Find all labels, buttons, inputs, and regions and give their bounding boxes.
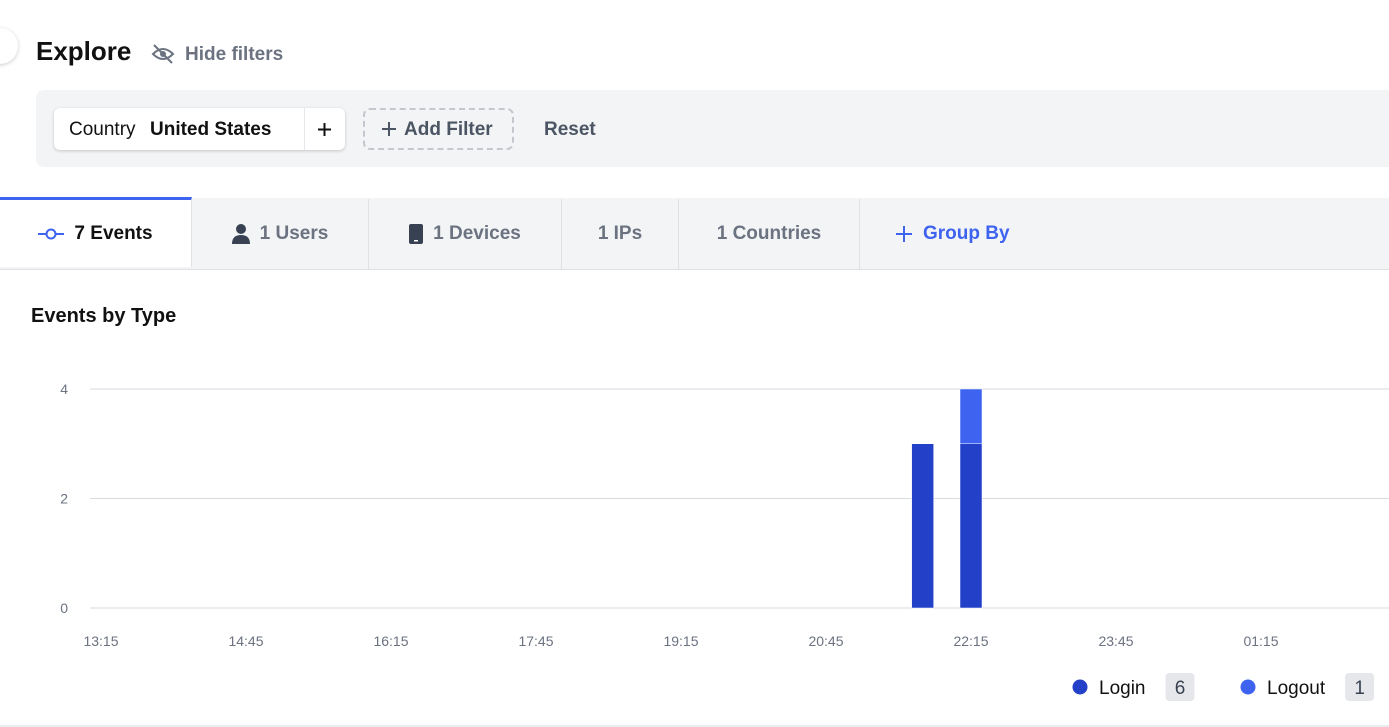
legend-badge	[1345, 673, 1375, 701]
x-tick-label: 16:15	[373, 633, 408, 649]
filter-chip[interactable]	[54, 108, 345, 150]
tab-label: 1 IPs	[597, 223, 643, 244]
tab-icon	[409, 224, 424, 244]
hide-icon	[151, 44, 175, 64]
hide-filters[interactable]: Hide filters	[185, 44, 284, 65]
y-tick-label: 2	[60, 491, 68, 507]
tab[interactable]: 1 IPs	[562, 199, 679, 269]
bar-segment	[911, 443, 934, 609]
x-tick-label: 01:15	[1243, 633, 1278, 649]
legend-badge	[1165, 673, 1195, 701]
legend-count: 6	[1175, 678, 1186, 699]
add-icon	[382, 122, 396, 136]
y-tick-label: 0	[60, 600, 68, 616]
tab[interactable]: 7 Events	[0, 197, 192, 267]
x-tick-label: 17:45	[518, 633, 553, 649]
chip-key: Country	[69, 119, 136, 140]
chip-value: United States	[150, 119, 272, 140]
tab-label: 1 Users	[259, 223, 329, 244]
tab[interactable]: 1 Devices	[369, 199, 562, 269]
x-tick-label: 22:15	[953, 633, 988, 649]
tab-icon	[38, 228, 65, 239]
sidebar-toggle[interactable]	[0, 28, 18, 64]
tab[interactable]: 1 Countries	[679, 199, 860, 269]
tab[interactable]: 1 Users	[192, 199, 369, 269]
legend-label: Logout	[1267, 678, 1326, 699]
chart-title: Events by Type	[31, 305, 177, 327]
chip-divider	[304, 108, 305, 150]
legend-swatch	[1072, 679, 1088, 695]
plus-icon	[896, 226, 912, 242]
x-tick-label: 13:15	[83, 633, 118, 649]
tab-label: 1 Devices	[433, 223, 521, 244]
reset[interactable]: Reset	[544, 119, 596, 140]
group-by-label: Group By	[923, 223, 1010, 244]
bar-segment	[959, 443, 983, 609]
bar-segment	[959, 388, 983, 444]
chip-add[interactable]	[317, 122, 332, 137]
x-tick-label: 14:45	[228, 633, 263, 649]
legend-label: Login	[1099, 678, 1146, 699]
tab-label: 7 Events	[74, 222, 153, 244]
tab-icon	[231, 224, 250, 244]
x-tick-label: 19:15	[663, 633, 698, 649]
legend-swatch	[1240, 679, 1256, 695]
y-tick-label: 4	[60, 381, 68, 397]
tab-label: 1 Countries	[716, 223, 822, 244]
group-by[interactable]: Group By	[860, 199, 1045, 269]
add-filter-button[interactable]	[363, 108, 514, 150]
x-tick-label: 20:45	[808, 633, 843, 649]
x-tick-label: 23:45	[1098, 633, 1133, 649]
page-title: Explore	[36, 36, 132, 66]
tab-bar	[0, 198, 1389, 270]
legend-count: 1	[1354, 678, 1365, 699]
add-filter: Add Filter	[404, 119, 493, 140]
